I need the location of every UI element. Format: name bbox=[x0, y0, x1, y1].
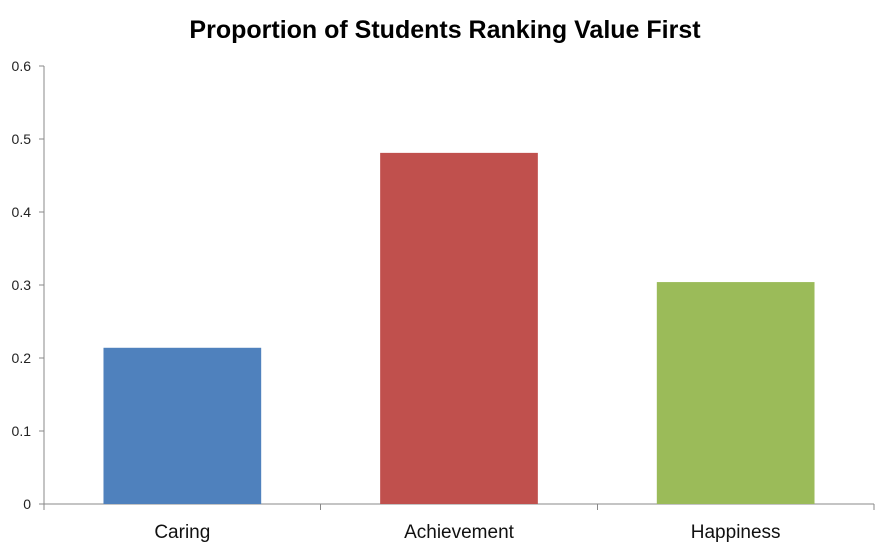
bar-achievement bbox=[380, 152, 538, 504]
x-tick-label: Achievement bbox=[404, 522, 515, 543]
y-axis: 0 0.1 0.2 0.3 0.4 0.5 0.6 bbox=[12, 58, 45, 512]
bar-happiness bbox=[656, 282, 815, 504]
y-tick-label: 0.1 bbox=[12, 423, 32, 439]
y-tick-label: 0.4 bbox=[12, 204, 32, 220]
x-tick-label: Happiness bbox=[691, 522, 781, 543]
y-tick-label: 0 bbox=[23, 496, 31, 512]
bars bbox=[103, 152, 815, 504]
x-tick-label: Caring bbox=[154, 522, 210, 543]
chart-title: Proportion of Students Ranking Value Fir… bbox=[189, 16, 701, 44]
y-tick-label: 0.5 bbox=[12, 131, 32, 147]
y-tick-label: 0.3 bbox=[12, 277, 32, 293]
x-axis: Caring Achievement Happiness bbox=[43, 503, 875, 543]
y-tick-label: 0.2 bbox=[12, 350, 32, 366]
y-tick-label: 0.6 bbox=[12, 58, 32, 74]
bar-caring bbox=[103, 347, 262, 504]
